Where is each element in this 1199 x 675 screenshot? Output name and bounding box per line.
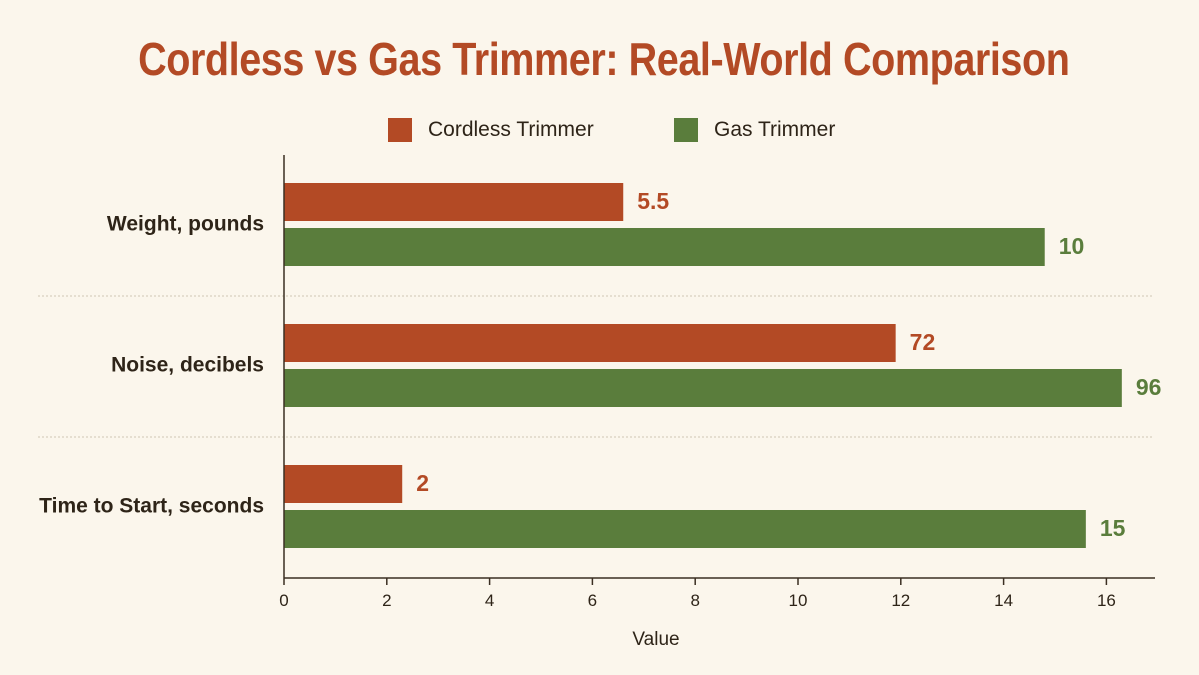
- x-tick-label: 8: [690, 591, 699, 610]
- x-tick-label: 10: [789, 591, 808, 610]
- x-tick-label: 12: [891, 591, 910, 610]
- legend-label-gas: Gas Trimmer: [714, 118, 836, 141]
- bar: [284, 465, 403, 503]
- chart-legend: Cordless Trimmer Gas Trimmer: [0, 118, 1199, 148]
- legend-item-cordless: Cordless Trimmer: [388, 118, 594, 142]
- legend-item-gas: Gas Trimmer: [674, 118, 835, 142]
- bar: [284, 510, 1086, 548]
- x-axis-title: Value: [632, 629, 679, 650]
- bar: [284, 369, 1122, 407]
- bar-value-label: 10: [1059, 233, 1085, 259]
- legend-label-cordless: Cordless Trimmer: [428, 118, 594, 141]
- x-tick-label: 16: [1097, 591, 1116, 610]
- x-tick-label: 0: [279, 591, 288, 610]
- legend-swatch-gas: [674, 118, 698, 142]
- bar-value-label: 15: [1100, 515, 1126, 541]
- bar-value-label: 2: [416, 470, 429, 496]
- bar: [284, 324, 896, 362]
- bar: [284, 183, 624, 221]
- bar-value-label: 96: [1136, 374, 1162, 400]
- category-label: Weight, pounds: [107, 213, 264, 236]
- category-label: Time to Start, seconds: [39, 495, 264, 518]
- bar-value-label: 72: [910, 329, 936, 355]
- x-tick-label: 2: [382, 591, 391, 610]
- category-label: Noise, decibels: [111, 354, 264, 377]
- chart-title: Cordless vs Gas Trimmer: Real-World Comp…: [138, 33, 1070, 85]
- x-tick-label: 6: [588, 591, 597, 610]
- bar: [284, 228, 1045, 266]
- x-tick-label: 14: [994, 591, 1013, 610]
- legend-swatch-cordless: [388, 118, 412, 142]
- bar-value-label: 5.5: [637, 188, 669, 214]
- x-tick-label: 4: [485, 591, 494, 610]
